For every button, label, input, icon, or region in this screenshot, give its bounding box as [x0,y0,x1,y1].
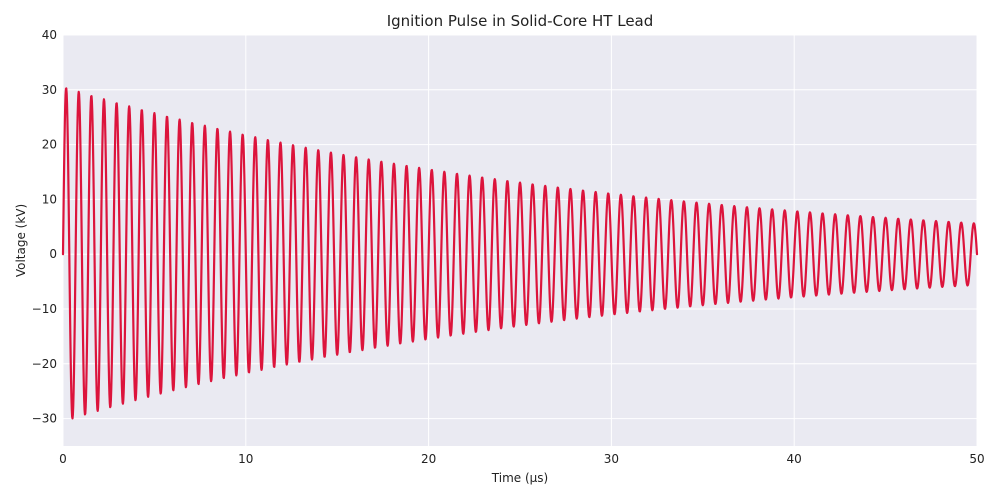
y-tick-label: −10 [32,302,57,316]
y-tick-label: 40 [42,28,57,42]
x-tick-label: 40 [787,452,802,466]
y-tick-label: −30 [32,412,57,426]
y-tick-label: −20 [32,357,57,371]
y-axis-ticks: −30 −20 −10 0 10 20 30 40 [32,28,57,426]
x-axis-label: Time (µs) [491,471,548,485]
y-tick-label: 20 [42,138,57,152]
x-tick-label: 50 [969,452,984,466]
x-tick-label: 30 [604,452,619,466]
y-tick-label: 0 [49,247,57,261]
series-group [61,87,979,420]
y-tick-label: 30 [42,83,57,97]
plot-area [63,35,977,446]
x-tick-label: 10 [238,452,253,466]
x-axis-ticks: 0 10 20 30 40 50 [59,452,984,466]
y-axis-label: Voltage (kV) [14,204,28,277]
voltage-series-line [61,87,979,420]
y-tick-label: 10 [42,192,57,206]
chart-title: Ignition Pulse in Solid-Core HT Lead [387,12,654,30]
x-tick-label: 20 [421,452,436,466]
x-tick-label: 0 [59,452,67,466]
